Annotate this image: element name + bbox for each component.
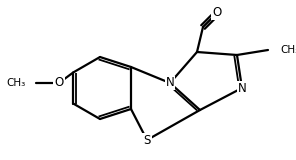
Text: S: S — [143, 133, 151, 147]
Text: CH₃: CH₃ — [280, 45, 296, 55]
Text: O: O — [212, 7, 222, 20]
Text: O: O — [54, 76, 64, 89]
Text: N: N — [166, 76, 174, 89]
Text: N: N — [238, 81, 246, 95]
Text: CH₃: CH₃ — [7, 78, 26, 88]
